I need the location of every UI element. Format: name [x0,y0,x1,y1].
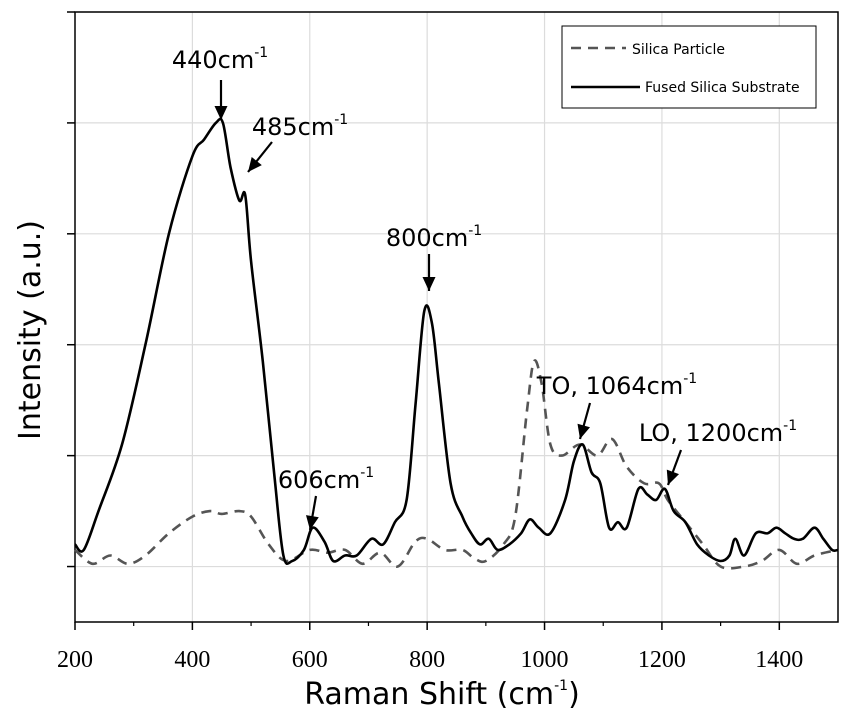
x-tick-label: 1000 [521,647,569,673]
peak-arrow-head [577,423,590,439]
peak-arrow-head [422,277,436,291]
peak-arrow-head [306,515,319,530]
legend-label-silica-particle: Silica Particle [632,42,725,58]
x-tick-label: 1200 [638,647,686,673]
series-line-silica-particle [74,359,839,570]
legend-box [561,25,817,109]
peak-label: LO, 1200cm-1 [639,418,797,447]
legend: Silica Particle Fused Silica Substrate [561,25,817,109]
peak-label: 440cm-1 [172,45,268,74]
peak-arrow-head [666,469,679,485]
x-tick-label: 600 [292,647,328,673]
peak-annotations: 440cm-1 485cm-1 606cm-1 800cm-1 TO, 1064cm-1… [172,45,797,531]
legend-label-fused-silica-substrate: Fused Silica Substrate [645,80,800,96]
plot-frame [74,11,839,623]
y-axis-title: Intensity (a.u.) [13,220,48,440]
peak-label: 485cm-1 [252,112,348,141]
peak-arrow-head [248,157,262,172]
x-tick-label: 1400 [755,647,803,673]
x-tick-label: 200 [57,647,93,673]
peak-label: TO, 1064cm-1 [536,371,697,400]
x-axis-title: Raman Shift (cm-1) [304,677,580,712]
peak-label: 606cm-1 [278,465,374,494]
y-axis-ticks [67,11,75,568]
x-tick-label: 400 [174,647,210,673]
x-axis-title-sup: -1 [554,678,568,694]
peak-label: 800cm-1 [386,223,482,252]
series-line-fused-silica-substrate [74,117,839,566]
x-axis-ticks: 200 400 600 800 1000 1200 1400 [57,622,803,673]
x-axis-title-suffix: ) [568,677,580,712]
x-tick-label: 800 [409,647,445,673]
peak-arrow-head [214,106,228,120]
x-axis-title-main: Raman Shift (cm [304,677,554,712]
series-lines [74,117,839,570]
